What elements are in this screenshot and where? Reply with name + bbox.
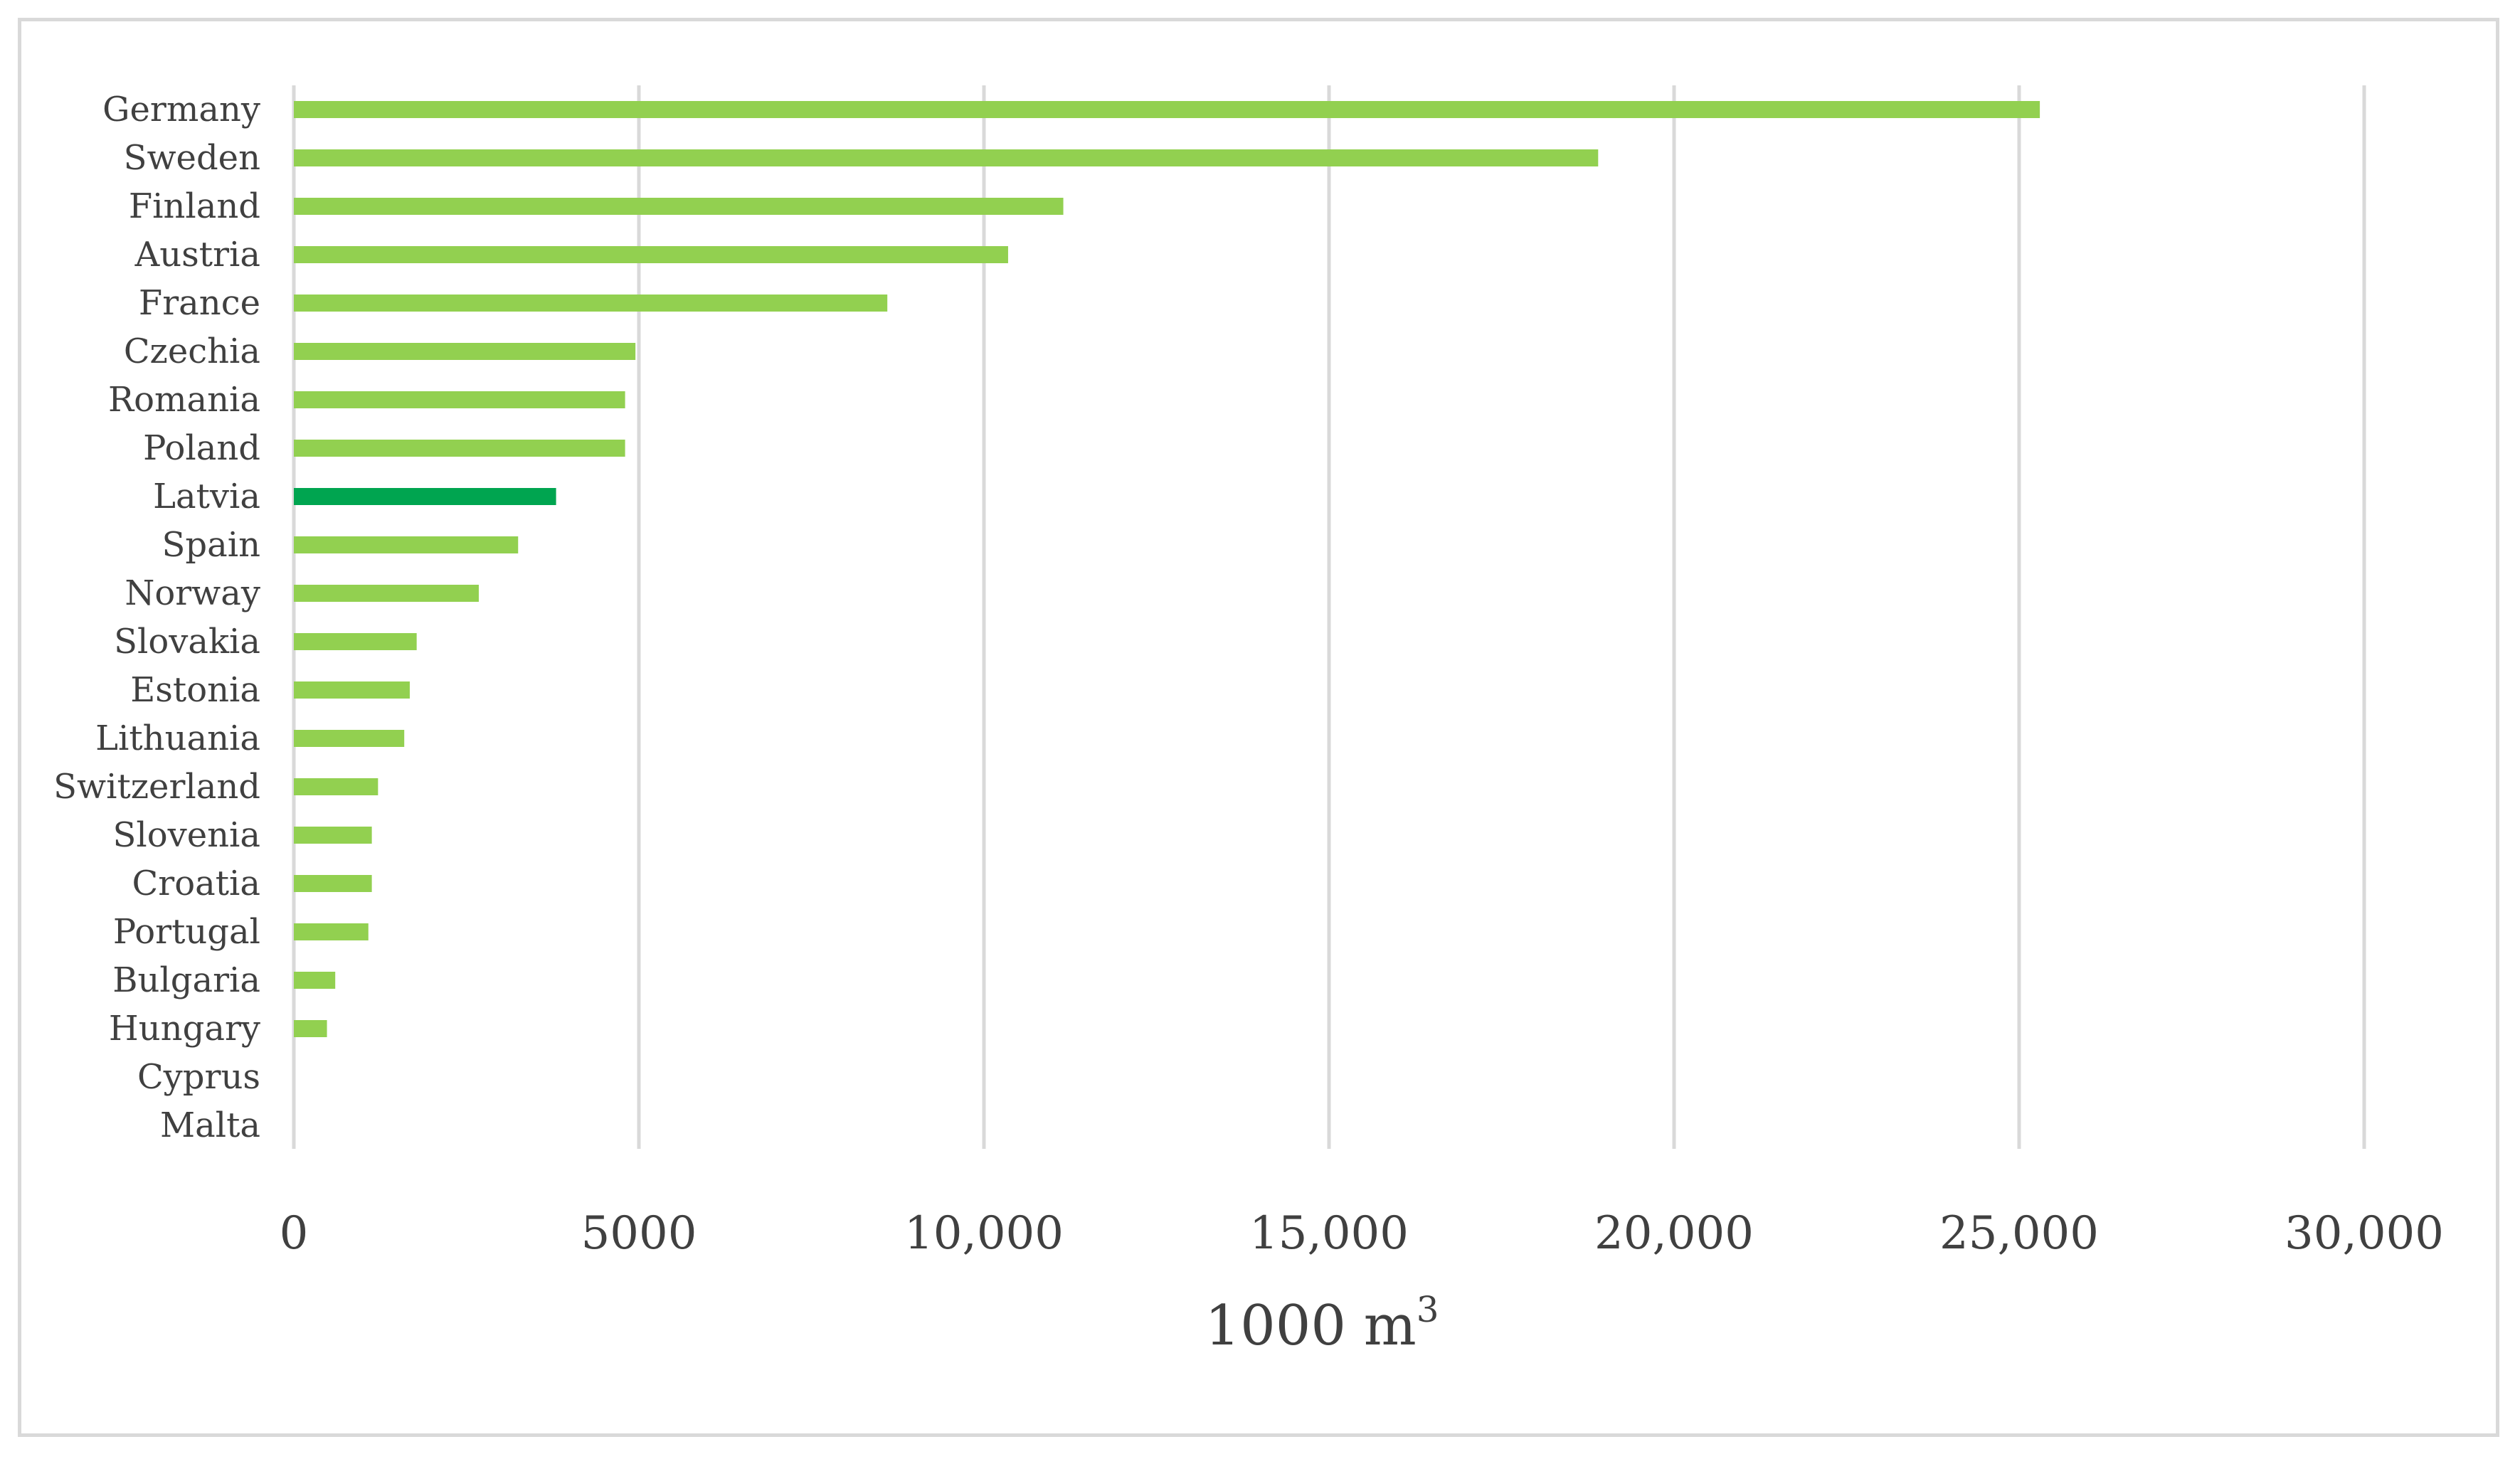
gridlines [292,85,2366,1149]
category-label-switzerland: Switzerland [53,767,260,807]
category-label-finland: Finland [129,186,260,226]
category-label-poland: Poland [143,428,260,468]
chart-frame: Germany Sweden Finland Austria France Czechia… [18,18,2499,1437]
category-labels: Germany Sweden Finland Austria France Czechia… [53,90,260,1145]
bar-poland [294,440,625,457]
bar-lithuania [294,730,405,747]
bar-croatia [294,875,372,892]
category-label-czechia: Czechia [124,331,260,371]
category-label-malta: Malta [160,1105,260,1145]
category-label-sweden: Sweden [124,138,260,178]
x-tick-label: 5000 [581,1207,697,1260]
category-label-germany: Germany [102,90,260,129]
category-label-cyprus: Cyprus [137,1057,260,1097]
bar-bulgaria [294,972,336,989]
category-label-austria: Austria [134,235,260,275]
x-tick-label: 0 [280,1207,309,1260]
bar-switzerland [294,778,378,795]
x-tick-labels: 0 5000 10,000 15,000 20,000 25,000 30,000 [280,1207,2444,1260]
bar-spain [294,536,519,553]
category-label-slovakia: Slovakia [114,622,260,662]
x-axis-title-superscript: 3 [1417,1289,1439,1330]
category-label-france: France [139,283,260,323]
category-label-lithuania: Lithuania [95,718,260,758]
bar-chart: Germany Sweden Finland Austria France Czechia… [53,85,2444,1358]
category-label-latvia: Latvia [153,477,260,516]
category-label-bulgaria: Bulgaria [112,960,260,1000]
category-label-portugal: Portugal [113,912,260,952]
category-label-romania: Romania [108,380,260,420]
x-tick-label: 10,000 [904,1207,1064,1260]
category-label-croatia: Croatia [132,864,260,903]
x-tick-label: 15,000 [1249,1207,1409,1260]
bar-slovakia [294,633,417,650]
x-tick-label: 20,000 [1594,1207,1754,1260]
bar-romania [294,391,625,408]
bar-hungary [294,1020,327,1037]
category-label-estonia: Estonia [130,670,260,710]
bar-germany [294,101,2040,118]
bar-latvia [294,488,556,505]
bars [294,101,2040,1037]
bar-slovenia [294,827,372,844]
category-label-norway: Norway [125,573,260,613]
x-axis-title: 1000 m3 [1205,1289,1439,1358]
bar-czechia [294,343,636,360]
category-label-spain: Spain [162,525,261,565]
x-tick-label: 30,000 [2285,1207,2444,1260]
bar-portugal [294,923,369,940]
x-axis-title-text: 1000 m [1205,1294,1416,1358]
bar-norway [294,585,479,602]
category-label-slovenia: Slovenia [112,815,260,855]
bar-estonia [294,681,410,699]
category-label-hungary: Hungary [109,1009,260,1049]
bar-france [294,295,888,312]
bar-austria [294,246,1008,263]
x-tick-label: 25,000 [1939,1207,2099,1260]
bar-finland [294,198,1064,215]
bar-sweden [294,149,1599,166]
